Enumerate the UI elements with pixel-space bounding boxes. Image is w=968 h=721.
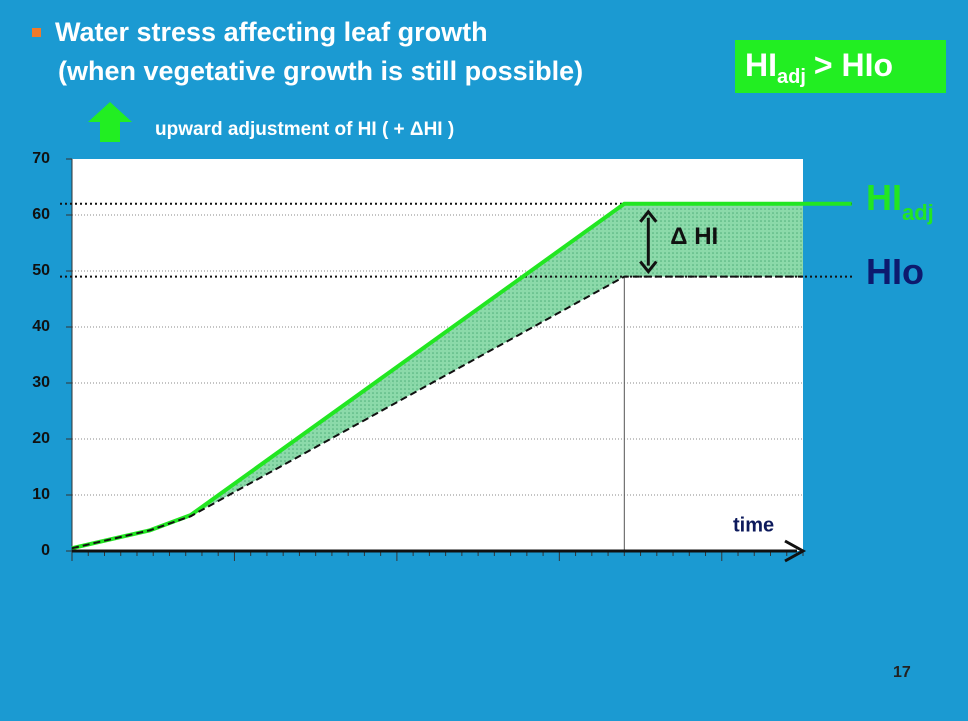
- badge: [735, 40, 946, 93]
- series-label: HIadj: [866, 176, 934, 224]
- title: Water stress affecting leaf growth: [55, 17, 488, 47]
- x-axis-label: time: [733, 514, 774, 536]
- delta-area: [72, 203, 803, 549]
- series-label-main: HI: [866, 176, 902, 217]
- up-arrow-icon: [88, 102, 132, 142]
- series-label: HIo: [866, 251, 924, 292]
- delta-arrow-head: [639, 209, 658, 223]
- plot: 0 10 20 30 40 50 60 70 Δ HI HIadj HIo: [32, 150, 934, 563]
- badge-sub: adj: [777, 66, 806, 88]
- bullet: [32, 28, 41, 37]
- y-tick-label: 0: [41, 542, 50, 559]
- x-axis-arrow: [784, 539, 807, 563]
- y-tick-label: 30: [32, 374, 50, 391]
- y-tick-label: 70: [32, 150, 50, 167]
- delta-arrow-head: [639, 260, 658, 275]
- y-tick-label: 10: [32, 486, 50, 503]
- badge-text: HIadj > HIo: [745, 47, 893, 88]
- y-tick-label: 60: [32, 206, 50, 223]
- y-tick-label: 20: [32, 430, 50, 447]
- series-line: [71, 275, 803, 550]
- badge-main: HI: [745, 47, 777, 83]
- series-label-sub: adj: [902, 200, 934, 225]
- page-number: 17: [893, 664, 911, 681]
- y-tick-label: 40: [32, 318, 50, 335]
- delta-label: Δ HI: [670, 223, 718, 250]
- y-tick-label: 50: [32, 262, 50, 279]
- title-line2: (when vegetative growth is still possibl…: [58, 56, 583, 86]
- badge-rest: > HIo: [814, 47, 893, 83]
- subtitle: upward adjustment of HI ( + ΔHI ): [155, 119, 454, 140]
